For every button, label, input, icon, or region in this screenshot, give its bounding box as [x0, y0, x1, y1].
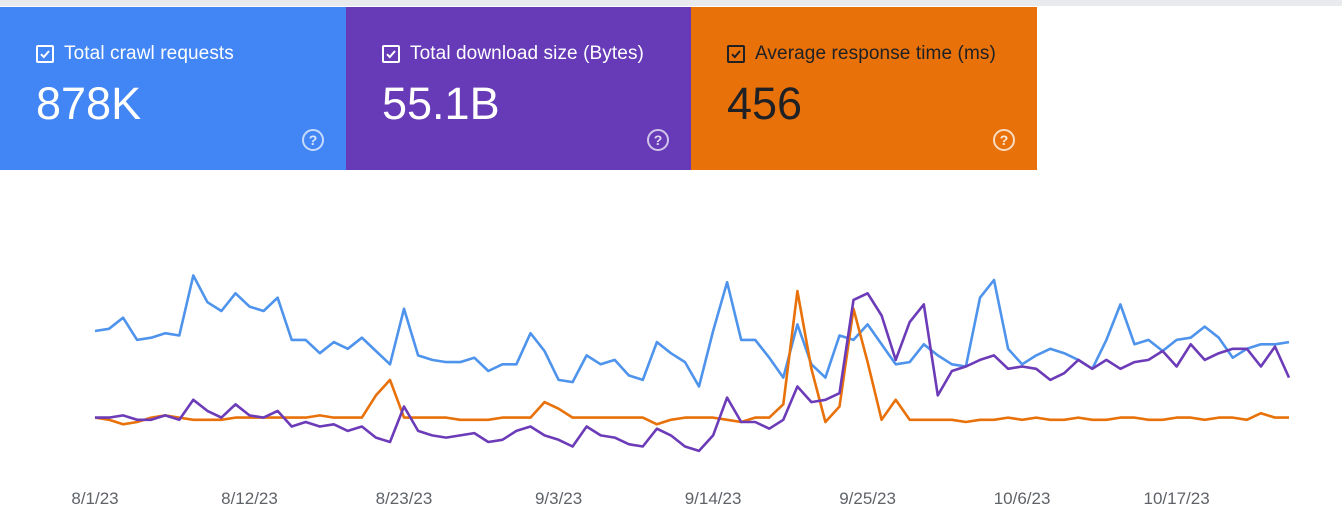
checkbox-response-time[interactable] [727, 45, 745, 63]
checkbox-crawl-requests[interactable] [36, 45, 54, 63]
card-label: Average response time (ms) [755, 43, 996, 64]
series-line-0 [94, 274, 1290, 388]
check-icon [40, 50, 50, 59]
card-total-crawl-requests[interactable]: Total crawl requests 878K ? [0, 7, 346, 170]
card-average-response-time[interactable]: Average response time (ms) 456 ? [691, 7, 1037, 170]
x-tick-label: 10/17/23 [1144, 489, 1210, 508]
x-tick-label: 8/1/23 [71, 489, 118, 508]
x-tick-label: 8/23/23 [376, 489, 433, 508]
help-icon[interactable]: ? [993, 129, 1015, 151]
card-value: 456 [727, 78, 803, 129]
x-tick-label: 9/3/23 [535, 489, 582, 508]
x-tick-label: 9/25/23 [839, 489, 896, 508]
card-total-download-size[interactable]: Total download size (Bytes) 55.1B ? [346, 7, 691, 170]
card-value: 55.1B [382, 78, 500, 129]
check-icon [731, 50, 741, 59]
x-tick-label: 9/14/23 [685, 489, 742, 508]
help-icon[interactable]: ? [647, 129, 669, 151]
series-line-2 [95, 292, 1291, 453]
card-value: 878K [36, 78, 142, 129]
metric-cards: Total crawl requests 878K ? Total downlo… [0, 7, 1037, 170]
card-label: Total download size (Bytes) [410, 43, 644, 64]
top-divider [0, 0, 1342, 6]
checkbox-download-size[interactable] [382, 45, 400, 63]
x-tick-label: 10/6/23 [994, 489, 1051, 508]
card-label: Total crawl requests [64, 43, 234, 64]
help-icon[interactable]: ? [302, 129, 324, 151]
crawl-stats-line-chart: 8/1/23 8/12/23 8/23/23 9/3/23 9/14/23 9/25/23… [71, 274, 1291, 508]
check-icon [386, 50, 396, 59]
series-line-1 [94, 289, 1289, 426]
x-tick-label: 8/12/23 [221, 489, 278, 508]
